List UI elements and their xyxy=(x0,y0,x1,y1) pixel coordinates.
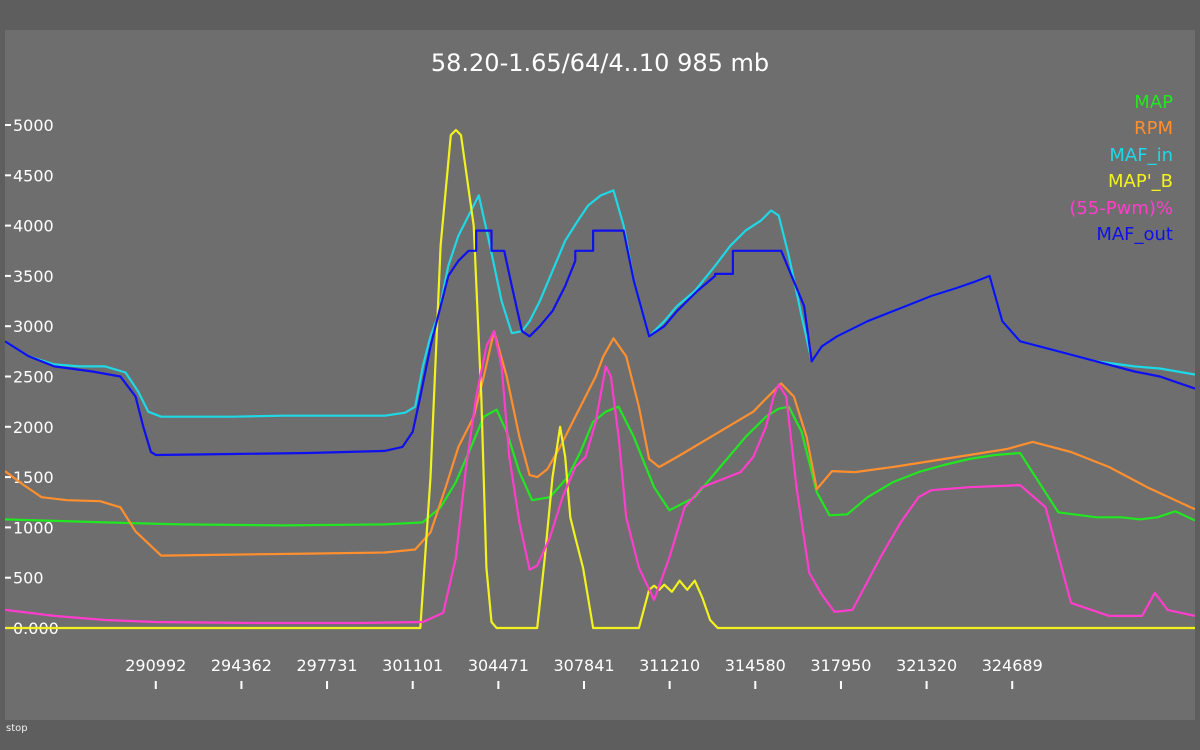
y-tick-label: 3500 xyxy=(13,267,54,286)
legend-entry: MAF_in xyxy=(1109,144,1173,166)
x-tick-label: 311210 xyxy=(639,656,700,675)
y-tick-label: 4500 xyxy=(13,166,54,185)
y-tick-label: 4000 xyxy=(13,217,54,236)
series-line-55-pwm xyxy=(5,330,1195,625)
series-line-map-b xyxy=(5,128,1195,630)
y-tick-label: 2000 xyxy=(13,418,54,437)
x-tick-label: 307841 xyxy=(553,656,614,675)
series-lines xyxy=(5,128,1195,630)
series-line-rpm xyxy=(5,330,1195,557)
x-tick-label: 314580 xyxy=(725,656,786,675)
axes: 5000450040003500300025002000150010005000… xyxy=(5,116,1043,689)
x-tick-label: 324689 xyxy=(982,656,1043,675)
series-line-map xyxy=(5,405,1195,527)
line-chart: 58.20-1.65/64/4..10 985 mb 5000 4500 4000 3… xyxy=(5,49,1195,689)
legend-entry: (55-Pwm)% xyxy=(1069,197,1173,219)
x-tick-label: 290992 xyxy=(125,656,186,675)
y-tick-label: 500 xyxy=(13,569,44,588)
x-tick-label: 294362 xyxy=(211,656,272,675)
legend-entry: MAF_out xyxy=(1096,224,1173,246)
chart-frame: 58.20-1.65/64/4..10 985 mb 5000 4500 4000 3… xyxy=(5,30,1195,720)
status-label: stop xyxy=(6,723,28,734)
x-tick-label: 297731 xyxy=(297,656,358,675)
series-line-maf-out xyxy=(5,229,1195,457)
legend-entry: MAP xyxy=(1134,92,1173,113)
x-tick-label: 317950 xyxy=(810,656,871,675)
y-tick-label: 1000 xyxy=(13,518,54,537)
y-tick-label: 3000 xyxy=(13,317,54,336)
y-tick-label: 5000 xyxy=(13,116,54,135)
legend-entry: RPM xyxy=(1134,118,1173,140)
chart-title: 58.20-1.65/64/4..10 985 mb xyxy=(431,49,769,77)
y-tick-label: 1500 xyxy=(13,468,54,487)
series-line-maf-in xyxy=(5,189,1195,418)
legend: MAP RPM MAF_in MAP'_B (55-Pwm)% MAF_out xyxy=(1069,90,1173,248)
legend-entry: MAP'_B xyxy=(1108,171,1173,193)
x-tick-label: 321320 xyxy=(896,656,957,675)
x-tick-label: 301101 xyxy=(382,656,443,675)
x-tick-label: 304471 xyxy=(468,656,529,675)
y-tick-label: 2500 xyxy=(13,368,54,387)
